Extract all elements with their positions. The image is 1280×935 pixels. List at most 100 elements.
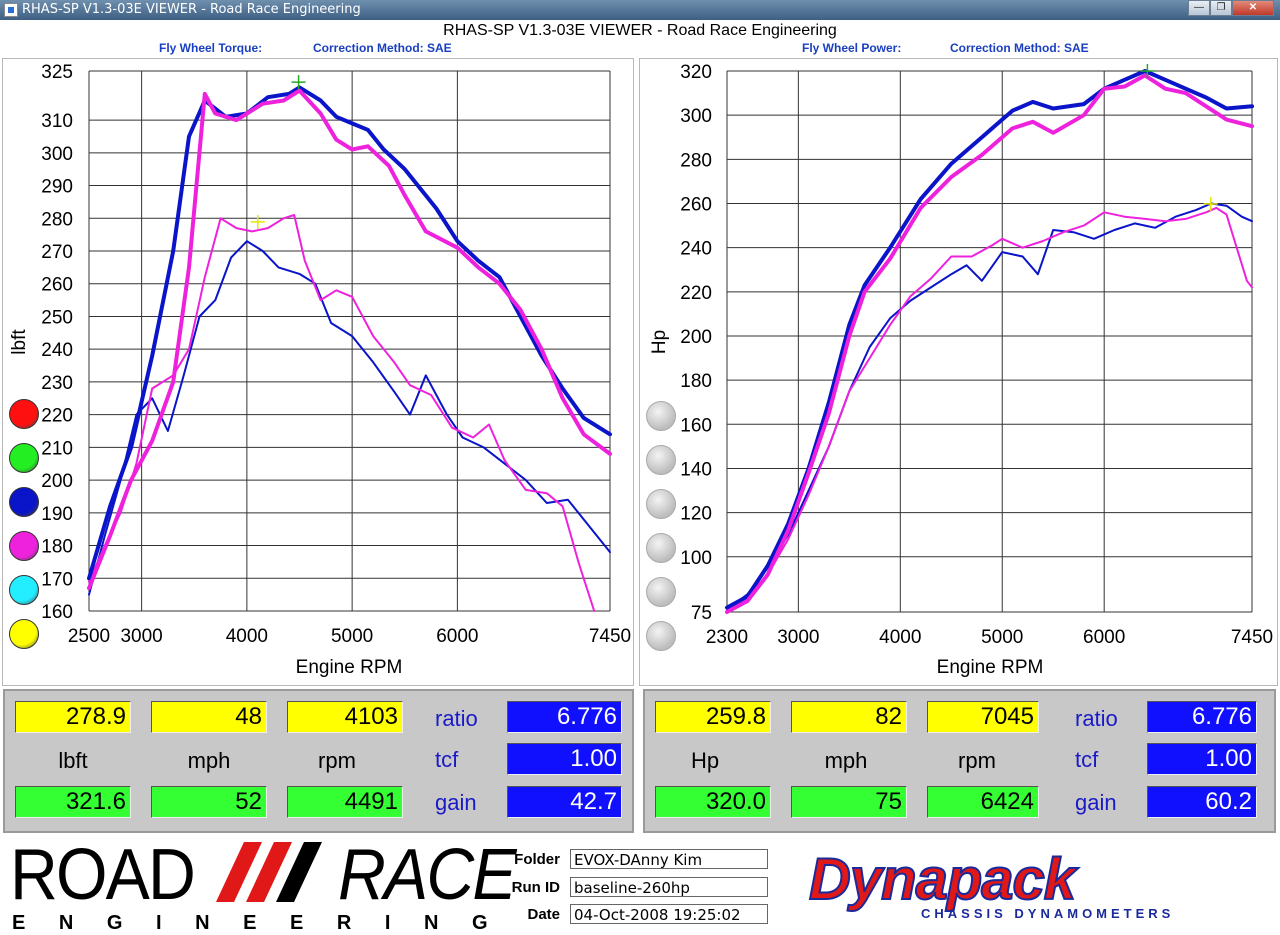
torque-blue-dot-3[interactable] — [9, 487, 39, 517]
y-tick-label: 160 — [41, 602, 73, 623]
torque-ratio-field[interactable]: 6.776 — [507, 701, 622, 733]
y-tick-label: 220 — [680, 283, 712, 304]
power-grey-dot-3[interactable] — [646, 489, 676, 519]
x-tick-label: 4000 — [879, 627, 921, 648]
y-tick-label: 260 — [41, 275, 73, 296]
torque-cyan-dot-5[interactable] — [9, 575, 39, 605]
power-correction: Correction Method: SAE — [950, 41, 1089, 55]
y-tick-label: 180 — [680, 371, 712, 392]
torque-chart-panel: 160 170 180 190 200 210 220 230 240 250 260 270 280 2… — [2, 58, 634, 686]
torque-magenta-dot-4[interactable] — [9, 531, 39, 561]
close-icon[interactable]: ✕ — [1232, 0, 1274, 16]
power-ratio-label: ratio — [1075, 706, 1118, 731]
minimize-icon[interactable]: — — [1188, 0, 1210, 16]
y-tick-label: 320 — [680, 62, 712, 83]
y-tick-label: 180 — [41, 537, 73, 558]
y-tick-label: 290 — [41, 177, 73, 198]
torque-bottom-value: 321.6 — [15, 786, 131, 818]
y-tick-label: 280 — [680, 150, 712, 171]
torque-tcf-field[interactable]: 1.00 — [507, 743, 622, 775]
y-tick-label: 100 — [680, 548, 712, 569]
power-bottom-rpm: 6424 — [927, 786, 1039, 818]
x-tick-label: 3000 — [777, 627, 819, 648]
torque-bottom-mph: 52 — [151, 786, 267, 818]
date-label: Date — [527, 906, 560, 923]
dynapack-logo-text: Dynapack — [808, 846, 1077, 913]
app-title: RHAS-SP V1.3-03E VIEWER - Road Race Engi… — [443, 22, 837, 39]
power-grey-dot-2[interactable] — [646, 445, 676, 475]
dynapack-logo: Dynapack CHASSIS DYNAMOMETERS — [805, 846, 1245, 928]
torque-gain-field[interactable]: 42.7 — [507, 786, 622, 818]
torque-red-dot-1[interactable] — [9, 399, 39, 429]
power-chart: 75 100 120 140 160 180 200 220 240 260 280 300 320 23… — [649, 62, 1273, 678]
y-tick-label: 200 — [680, 327, 712, 348]
power-tcf-label: tcf — [1075, 747, 1099, 772]
power-mph-label: mph — [824, 748, 868, 773]
torque-bottom-rpm: 4491 — [287, 786, 403, 818]
logo-race-text: RACE — [338, 835, 517, 915]
torque-gain-label: gain — [435, 790, 477, 815]
x-tick-label: 7450 — [1231, 627, 1273, 648]
power-unit-label: Hp — [690, 748, 720, 773]
torque-rpm-label: rpm — [318, 748, 356, 773]
logo-road-text: ROAD — [10, 835, 196, 915]
torque-green-dot-2[interactable] — [9, 443, 39, 473]
x-tick-label: 5000 — [331, 626, 373, 647]
date-field[interactable]: 04-Oct-2008 19:25:02 — [570, 904, 768, 924]
y-tick-label: 210 — [41, 438, 73, 459]
y-tick-label: 250 — [41, 307, 73, 328]
series-line-magenta-thin — [726, 206, 1253, 611]
power-grey-dot-5[interactable] — [646, 577, 676, 607]
series-line-blue-thin — [726, 202, 1253, 611]
series-line-magenta-thick — [725, 73, 1254, 614]
torque-chart: 160 170 180 190 200 210 220 230 240 250 260 270 280 2… — [9, 62, 631, 678]
folder-field[interactable]: EVOX-DAnny Kim — [570, 849, 768, 869]
logo-slashes — [216, 842, 342, 902]
y-tick-label: 140 — [680, 459, 712, 480]
y-tick-label: 75 — [691, 603, 712, 624]
y-tick-label: 240 — [680, 239, 712, 260]
x-tick-label: 4000 — [226, 626, 268, 647]
y-tick-label: 120 — [680, 504, 712, 525]
power-grey-dot-6[interactable] — [646, 621, 676, 651]
restore-icon[interactable]: ❐ — [1210, 0, 1232, 16]
window-titlebar[interactable]: RHAS-SP V1.3-03E VIEWER - Road Race Engi… — [0, 0, 1280, 20]
torque-readout-panel: 278.9 48 4103 lbft mph rpm 321.6 52 4491… — [3, 689, 634, 833]
torque-correction: Correction Method: SAE — [313, 41, 452, 55]
runid-label: Run ID — [511, 879, 560, 896]
footer: ROAD RACE E N G I N E E R I N G Folder E… — [0, 835, 1280, 934]
power-tcf-field[interactable]: 1.00 — [1147, 743, 1257, 775]
power-bottom-value: 320.0 — [655, 786, 771, 818]
x-axis-label: Engine RPM — [296, 657, 403, 678]
power-grey-dot-4[interactable] — [646, 533, 676, 563]
torque-ratio-label: ratio — [435, 706, 478, 731]
x-tick-label: 5000 — [981, 627, 1023, 648]
y-tick-label: 260 — [680, 194, 712, 215]
y-tick-label: 190 — [41, 504, 73, 525]
power-gain-field[interactable]: 60.2 — [1147, 786, 1257, 818]
x-tick-label: 7450 — [589, 626, 631, 647]
y-tick-label: 240 — [41, 340, 73, 361]
x-axis-label: Engine RPM — [937, 657, 1044, 678]
app-icon — [4, 3, 18, 17]
runid-field[interactable]: baseline-260hp — [570, 877, 768, 897]
torque-top-value: 278.9 — [15, 701, 131, 733]
torque-unit-label: lbft — [58, 748, 88, 773]
y-tick-label: 280 — [41, 209, 73, 230]
window-title: RHAS-SP V1.3-03E VIEWER - Road Race Engi… — [22, 2, 361, 17]
logo-engineering-text: E N G I N E E R I N G — [12, 912, 502, 934]
power-top-mph: 82 — [791, 701, 907, 733]
series-line-blue-thick — [725, 69, 1254, 610]
series-line-magenta-thin — [88, 214, 596, 612]
y-tick-label: 170 — [41, 569, 73, 590]
power-ratio-field[interactable]: 6.776 — [1147, 701, 1257, 733]
y-tick-label: 310 — [41, 111, 73, 132]
power-grey-dot-1[interactable] — [646, 401, 676, 431]
x-tick-label: 2300 — [706, 627, 748, 648]
y-tick-label: 200 — [41, 471, 73, 492]
y-tick-label: 230 — [41, 373, 73, 394]
torque-yellow-dot-6[interactable] — [9, 619, 39, 649]
folder-label: Folder — [514, 851, 560, 868]
x-tick-label: 6000 — [1083, 627, 1125, 648]
x-tick-label: 2500 — [68, 626, 110, 647]
